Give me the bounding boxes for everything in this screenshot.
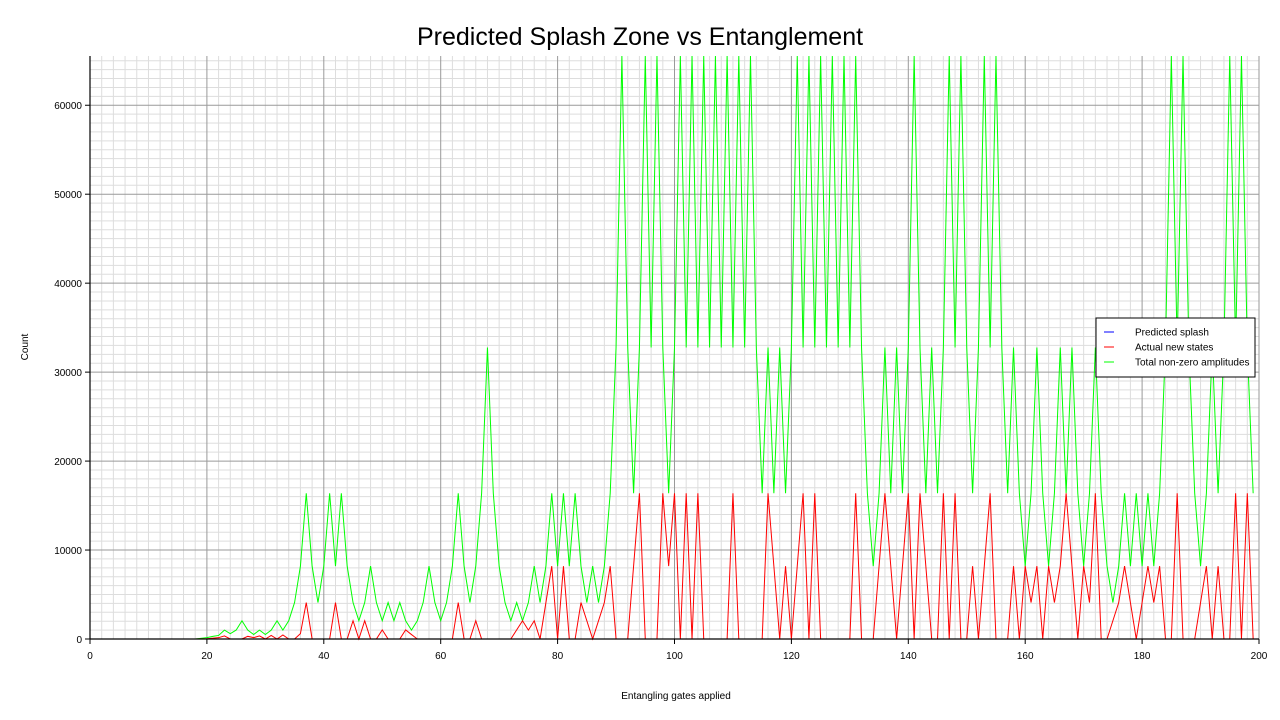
x-tick-label: 60: [435, 651, 447, 662]
x-tick-label: 100: [666, 651, 683, 662]
x-tick-label: 180: [1134, 651, 1151, 662]
legend-label-1: Actual new states: [1135, 343, 1213, 354]
x-tick-label: 80: [552, 651, 564, 662]
series-line-1: [90, 493, 1254, 641]
y-tick-label: 30000: [54, 368, 82, 379]
x-tick-label: 20: [201, 651, 213, 662]
tick-labels: 0 20 40 60 80 100 120 140 160 180 200 0 10000 20000 30…: [54, 101, 1268, 662]
x-axis-label: Entangling gates applied: [621, 691, 731, 702]
x-tick-label: 160: [1017, 651, 1034, 662]
axes: [85, 56, 1260, 644]
y-tick-label: 60000: [54, 101, 82, 112]
x-tick-label: 120: [783, 651, 800, 662]
x-tick-label: 140: [900, 651, 917, 662]
y-tick-label: 40000: [54, 279, 82, 290]
legend-label-0: Predicted splash: [1135, 328, 1209, 339]
chart-title: Predicted Splash Zone vs Entanglement: [417, 23, 863, 51]
series-line-2: [90, 55, 1254, 640]
legend: Predicted splash Actual new states Total n…: [1095, 317, 1256, 378]
y-tick-label: 50000: [54, 190, 82, 201]
series-layer: [90, 55, 1254, 641]
legend-label-2: Total non-zero amplitudes: [1135, 358, 1250, 369]
legend-box: [1095, 317, 1256, 378]
y-tick-label: 0: [76, 635, 82, 646]
y-axis-label: Count: [20, 333, 31, 360]
y-tick-label: 20000: [54, 457, 82, 468]
y-tick-label: 10000: [54, 546, 82, 557]
x-tick-label: 200: [1251, 651, 1268, 662]
x-tick-label: 0: [87, 651, 93, 662]
x-tick-label: 40: [318, 651, 330, 662]
